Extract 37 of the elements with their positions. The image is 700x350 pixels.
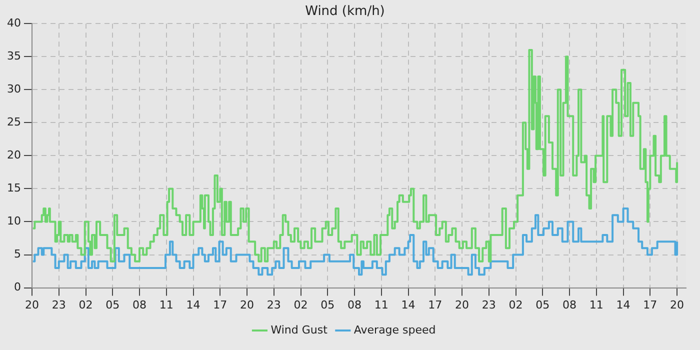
x-tick-label: 05 (106, 298, 120, 312)
x-tick-label: 11 (374, 298, 388, 312)
y-tick-label: 35 (6, 49, 21, 62)
x-tick-label: 14 (401, 298, 416, 312)
legend-label: Average speed (354, 323, 436, 336)
y-tick-label: 15 (6, 182, 21, 195)
x-tick-label: 08 (132, 298, 147, 312)
y-tick-label: 0 (14, 280, 21, 294)
x-tick-label: 11 (589, 298, 604, 312)
x-tick-label: 11 (159, 298, 174, 312)
legend-label: Wind Gust (270, 323, 328, 336)
x-tick-label: 05 (320, 298, 335, 312)
x-tick-label: 05 (536, 298, 550, 312)
y-tick-label: 10 (6, 214, 21, 228)
y-tick-label: 40 (6, 16, 21, 30)
x-tick-label: 20 (670, 298, 684, 312)
x-tick-label: 08 (562, 298, 577, 312)
x-tick-label: 17 (428, 298, 442, 312)
chart-title: Wind (km/h) (305, 4, 385, 20)
x-tick-label: 20 (455, 298, 470, 312)
x-tick-label: 02 (294, 298, 308, 312)
x-tick-label: 08 (348, 298, 362, 312)
x-tick-label: 14 (186, 298, 200, 312)
x-tick-label: 02 (78, 298, 93, 312)
y-tick-label: 25 (6, 116, 21, 129)
y-tick-label: 20 (6, 148, 21, 162)
x-tick-label: 20 (240, 298, 254, 312)
x-tick-label: 17 (643, 298, 658, 312)
x-tick-label: 23 (266, 298, 281, 312)
x-tick-label: 23 (482, 298, 496, 312)
y-tick-label: 5 (14, 248, 21, 261)
x-tick-label: 23 (52, 298, 66, 312)
x-tick-label: 02 (508, 298, 523, 312)
x-tick-label: 14 (616, 298, 630, 312)
x-tick-label: 20 (24, 298, 39, 312)
x-tick-label: 17 (213, 298, 228, 312)
y-tick-label: 30 (6, 82, 21, 96)
